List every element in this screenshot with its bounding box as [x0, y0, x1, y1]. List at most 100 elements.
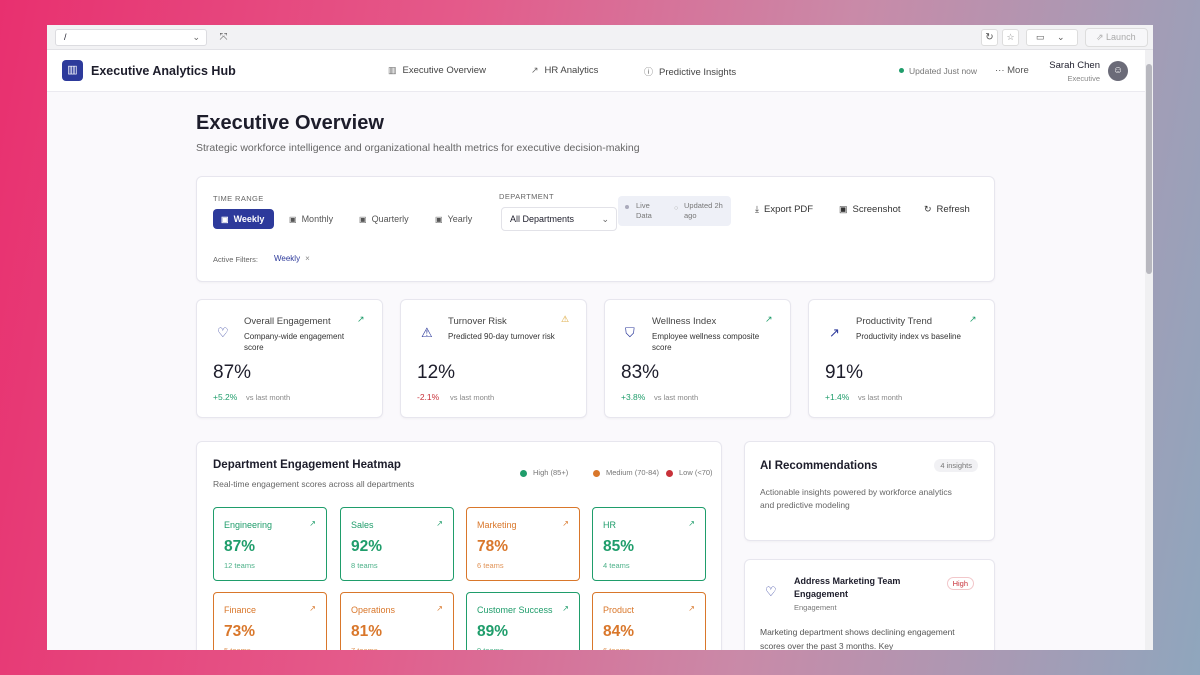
heatmap-tile[interactable]: Customer Success ↗ 89% 9 teams	[466, 592, 580, 650]
user-role: Executive	[1067, 74, 1100, 83]
kpi-card: ↗ Productivity Trend Productivity index vs…	[808, 299, 995, 418]
heatmap-card: Department Engagement Heatmap Real-time …	[196, 441, 722, 650]
tile-name: Finance	[224, 605, 257, 615]
time-range-button[interactable]: ▣ Quarterly	[351, 209, 421, 229]
status-dot	[899, 68, 904, 73]
legend-dot	[520, 470, 527, 477]
app-title: Executive Analytics Hub	[91, 64, 236, 78]
heatmap-tile[interactable]: Sales ↗ 92% 8 teams	[340, 507, 454, 581]
chip-remove[interactable]: ×	[305, 254, 310, 263]
kpi-description: Predicted 90-day turnover risk	[448, 332, 555, 341]
browser-toolbar: / ⌄ ⤧ ↻ ☆ ▭ ⌄ ⇗ Launch	[47, 25, 1153, 50]
heatmap-tile[interactable]: Marketing ↗ 78% 6 teams	[466, 507, 580, 581]
live-status: Live Data ○ Updated 2h ago	[618, 196, 731, 226]
time-range-button[interactable]: ▣ Yearly	[427, 209, 483, 229]
trend-icon: ↗	[357, 314, 365, 324]
action-button[interactable]: ▣ Screenshot	[839, 204, 901, 215]
kpi-period: vs last month	[450, 393, 495, 402]
legend-dot	[666, 470, 673, 477]
star-button[interactable]: ☆	[1002, 29, 1019, 46]
item-text: Marketing department shows declining eng…	[760, 627, 955, 650]
kpi-card: ⛉ Wellness Index Employee wellness composi…	[604, 299, 791, 418]
tile-trend: ↗	[688, 604, 695, 613]
address-bar[interactable]: / ⌄	[55, 29, 207, 46]
more-text: More	[1007, 65, 1029, 76]
item-category: Engagement	[794, 603, 837, 612]
tile-value: 89%	[477, 623, 509, 640]
time-range-text: Weekly	[233, 214, 265, 224]
tile-value: 92%	[351, 538, 383, 555]
tile-trend: ↗	[562, 519, 569, 528]
action-icon: ▣	[839, 204, 848, 214]
item-icon: ♡	[765, 584, 777, 599]
action-button[interactable]: ↻ Refresh	[924, 204, 970, 215]
tile-name: HR	[603, 520, 616, 530]
kpi-icon: ⛉	[625, 325, 635, 340]
recommendation-item[interactable]: ♡ Address Marketing Team Engagement High En…	[744, 559, 995, 650]
action-button[interactable]: ⤓ Export PDF	[755, 204, 813, 215]
calendar-icon: ▣	[359, 215, 367, 224]
live-text: Live Data	[636, 201, 652, 220]
kpi-value: 83%	[621, 362, 660, 383]
filter-card: TIME RANGE DEPARTMENT All Departments ⌄ L…	[196, 176, 995, 282]
avatar[interactable]: ☺	[1108, 61, 1128, 81]
kpi-value: 87%	[213, 362, 252, 383]
kpi-description: Employee wellness composite score	[652, 332, 760, 352]
kpi-change: +1.4%	[825, 392, 850, 402]
calendar-icon: ▣	[435, 215, 443, 224]
chip-text: Weekly	[274, 254, 301, 263]
tile-value: 85%	[603, 538, 635, 555]
view-button[interactable]: ▭ ⌄	[1026, 29, 1078, 46]
launch-button[interactable]: ⇗ Launch	[1085, 28, 1148, 47]
tile-trend: ↗	[309, 519, 316, 528]
heatmap-tile[interactable]: Finance ↗ 73% 5 teams	[213, 592, 327, 650]
kpi-title: Productivity Trend	[856, 316, 933, 327]
kpi-title: Turnover Risk	[448, 316, 507, 327]
time-range-text: Monthly	[301, 214, 334, 224]
tile-trend: ↗	[688, 519, 695, 528]
recommendations-title: AI Recommendations	[760, 460, 878, 472]
nav-item[interactable]: ⓘ Predictive Insights	[644, 65, 736, 78]
active-filters-label: Active Filters:	[213, 255, 259, 264]
logo[interactable]: ▥	[62, 60, 83, 81]
time-range-button[interactable]: ▣ Weekly	[213, 209, 274, 229]
address-text: /	[64, 32, 67, 42]
heatmap-tile[interactable]: Product ↗ 84% 6 teams	[592, 592, 706, 650]
calendar-icon: ▣	[221, 215, 229, 224]
heatmap-tile[interactable]: HR ↗ 85% 4 teams	[592, 507, 706, 581]
kpi-change: +3.8%	[621, 392, 646, 402]
tile-teams: 4 teams	[603, 561, 630, 570]
tile-teams: 6 teams	[477, 561, 504, 570]
time-range-button[interactable]: ▣ Monthly	[281, 209, 345, 229]
item-priority: High	[946, 577, 974, 590]
scroll-thumb[interactable]	[1146, 64, 1152, 274]
department-select[interactable]: All Departments ⌄	[501, 207, 617, 231]
nav-item[interactable]: ↗ HR Analytics	[531, 65, 598, 76]
tile-name: Product	[603, 605, 635, 615]
action-text: Screenshot	[852, 204, 901, 215]
clock-icon: ○	[674, 205, 679, 212]
filter-chip[interactable]: Weekly ×	[274, 253, 310, 264]
nav-text: Executive Overview	[402, 65, 486, 76]
updated-text: Updated 2h ago	[684, 201, 723, 220]
heatmap-tile[interactable]: Engineering ↗ 87% 12 teams	[213, 507, 327, 581]
tile-teams: 6 teams	[603, 646, 630, 650]
nav-item[interactable]: ▥ Executive Overview	[388, 65, 486, 76]
tile-value: 73%	[224, 623, 256, 640]
kpi-icon: ♡	[217, 325, 229, 340]
nav-text: Predictive Insights	[659, 67, 737, 78]
kpi-title: Wellness Index	[652, 316, 717, 327]
time-range-text: Yearly	[447, 214, 473, 224]
action-icon: ⤓	[755, 204, 759, 214]
tile-teams: 5 teams	[224, 646, 251, 650]
kpi-period: vs last month	[654, 393, 699, 402]
heatmap-tile[interactable]: Operations ↗ 81% 7 teams	[340, 592, 454, 650]
nav-icon: ▥	[388, 65, 397, 75]
extension-button[interactable]: ⤧	[219, 32, 228, 43]
heatmap-subtitle: Real-time engagement scores across all d…	[213, 479, 415, 489]
reload-button[interactable]: ↻	[981, 29, 998, 46]
more-button[interactable]: ··· More	[995, 65, 1029, 76]
department-label: DEPARTMENT	[499, 192, 554, 201]
kpi-description: Productivity index vs baseline	[856, 332, 961, 341]
time-range-label: TIME RANGE	[213, 194, 264, 203]
